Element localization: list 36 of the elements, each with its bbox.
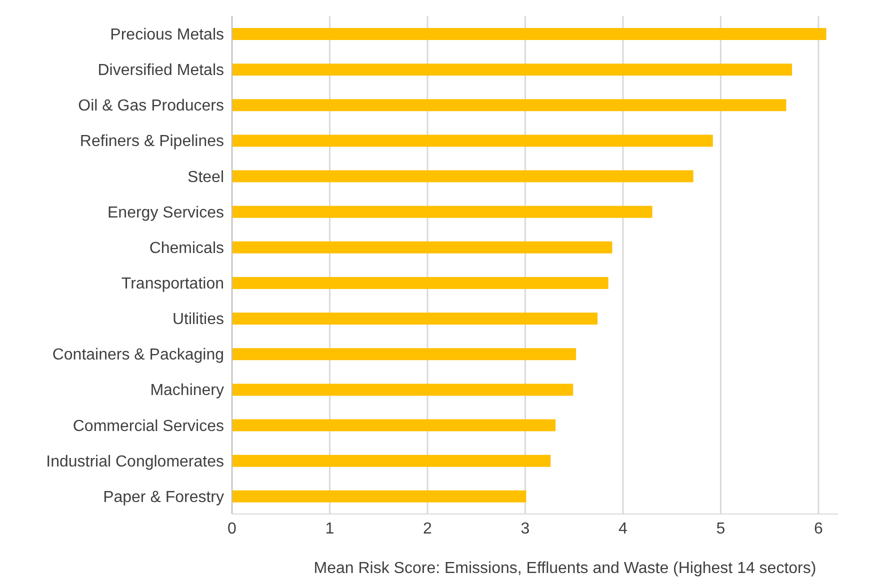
y-tick-label: Transportation xyxy=(121,275,224,292)
bar xyxy=(232,170,694,182)
bar xyxy=(232,28,826,40)
bar xyxy=(232,312,598,325)
bar xyxy=(232,454,551,467)
x-tick-label: 4 xyxy=(618,520,628,538)
y-tick-label: Precious Metals xyxy=(110,26,224,44)
x-tick-label: 6 xyxy=(814,520,823,538)
y-tick-label: Containers & Packaging xyxy=(52,346,224,364)
x-axis-title: Mean Risk Score: Emissions, Effluents and Waste (Highest 14 sectors) xyxy=(314,560,816,577)
y-tick-label: Machinery xyxy=(150,382,224,400)
bar xyxy=(232,206,652,218)
y-tick-label: Utilities xyxy=(172,311,224,328)
x-tick-label: 3 xyxy=(520,520,530,538)
bar xyxy=(232,419,556,432)
y-tick-label: Steel xyxy=(188,168,224,186)
bar xyxy=(232,99,786,112)
y-tick-label: Chemicals xyxy=(149,240,224,257)
y-tick-label: Diversified Metals xyxy=(98,62,224,80)
bar xyxy=(232,134,713,147)
y-tick-label: Oil & Gas Producers xyxy=(78,98,224,115)
bar xyxy=(232,241,612,254)
x-tick-label: 1 xyxy=(325,520,334,538)
y-tick-label: Commercial Services xyxy=(72,418,224,435)
y-tick-label: Energy Services xyxy=(108,204,224,222)
y-tick-label: Paper & Forestry xyxy=(103,488,224,506)
bar xyxy=(232,490,526,502)
bar xyxy=(232,277,608,289)
x-tick-label: 5 xyxy=(716,520,726,538)
bar xyxy=(232,384,574,396)
x-tick-label: 2 xyxy=(423,520,432,538)
bar xyxy=(232,64,792,76)
bar xyxy=(232,348,576,360)
x-tick-label: 0 xyxy=(228,520,237,538)
y-tick-label: Refiners & Pipelines xyxy=(80,133,224,150)
y-tick-label: Industrial Conglomerates xyxy=(46,453,224,470)
